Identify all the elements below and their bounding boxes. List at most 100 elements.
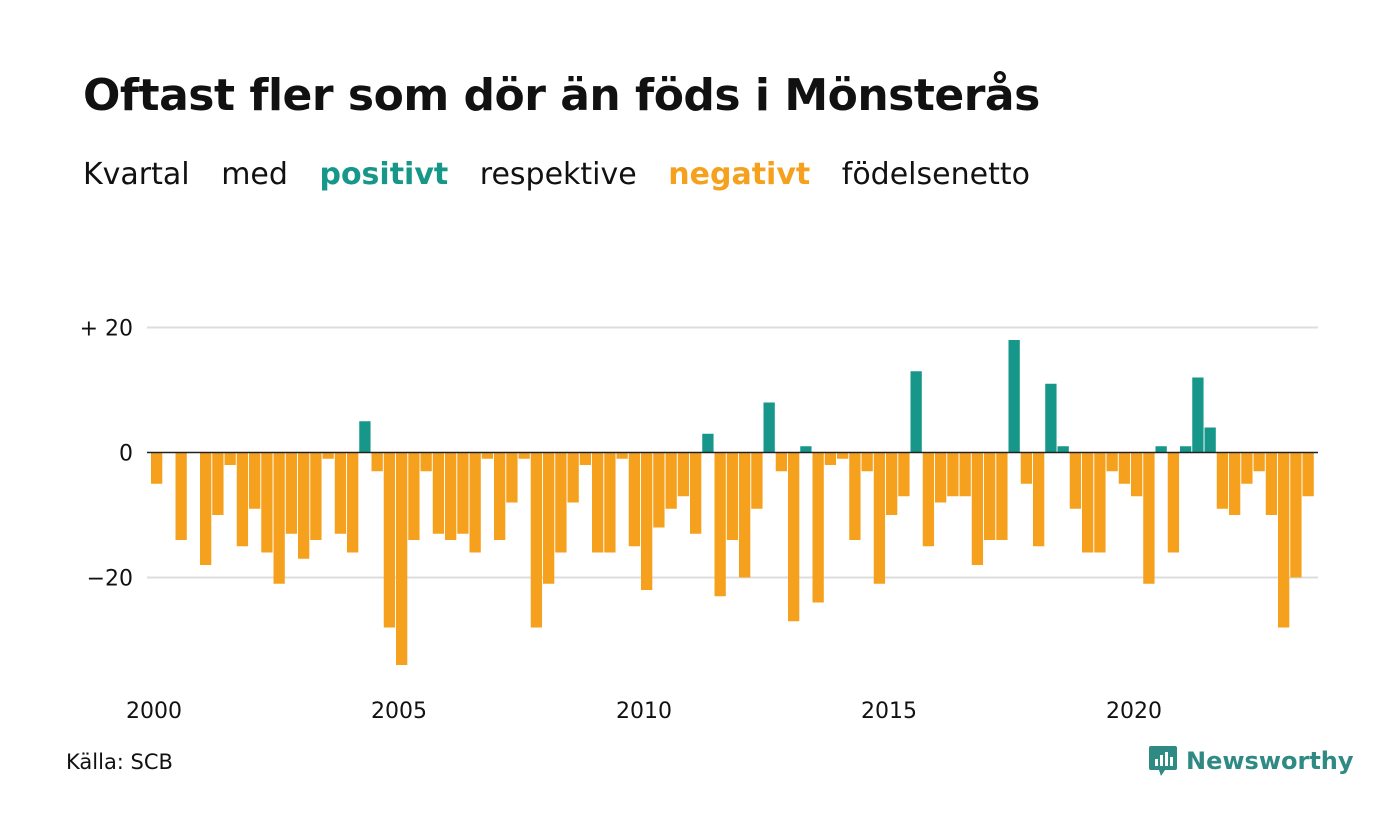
bar xyxy=(922,452,935,547)
bar xyxy=(224,452,236,465)
bar xyxy=(898,452,910,497)
bar xyxy=(1180,446,1192,453)
bar xyxy=(359,421,371,453)
bar xyxy=(788,452,800,622)
bar xyxy=(1118,452,1131,484)
bar xyxy=(469,452,481,553)
logo-text: Newsworthy xyxy=(1186,747,1354,775)
bar xyxy=(322,452,334,459)
bar xyxy=(1131,452,1143,497)
y-tick-label: + 20 xyxy=(80,317,133,342)
bar xyxy=(714,452,726,597)
bar xyxy=(420,452,432,472)
bar xyxy=(494,452,506,540)
bar xyxy=(1253,452,1265,472)
bar xyxy=(396,452,408,665)
bar xyxy=(579,452,592,465)
bar xyxy=(408,452,420,540)
x-tick-label: 2020 xyxy=(1106,699,1162,724)
bar xyxy=(151,452,163,484)
bar xyxy=(935,452,947,503)
y-tick-label: −20 xyxy=(87,567,133,592)
bar xyxy=(775,452,788,472)
newsworthy-logo: Newsworthy xyxy=(1148,744,1354,778)
subtitle-word-med: med xyxy=(221,157,288,192)
bar xyxy=(543,452,555,584)
bar xyxy=(824,452,837,465)
bar xyxy=(1094,452,1106,553)
bar xyxy=(1082,452,1094,553)
bar xyxy=(432,452,445,534)
bar xyxy=(445,452,457,540)
x-tick-label: 2010 xyxy=(616,699,672,724)
bar xyxy=(481,452,494,459)
bar xyxy=(555,452,567,553)
bar xyxy=(261,452,273,553)
bar xyxy=(690,452,702,534)
bar xyxy=(457,452,469,534)
bar xyxy=(1143,452,1155,584)
bar xyxy=(751,452,763,509)
bar xyxy=(1033,452,1045,547)
bar xyxy=(175,452,187,540)
bar xyxy=(200,452,212,565)
bar xyxy=(861,452,873,472)
y-tick-label: 0 xyxy=(119,442,133,467)
subtitle-positive-label: positivt xyxy=(319,157,449,192)
subtitle-negative-label: negativt xyxy=(668,157,811,192)
chart-bubble-icon xyxy=(1149,746,1177,776)
chart-subtitle: Kvartal med positivt respektive negativt… xyxy=(83,157,1052,192)
bar xyxy=(1057,446,1069,453)
subtitle-word-respektive: respektive xyxy=(479,157,637,192)
bar xyxy=(1265,452,1278,515)
bar xyxy=(212,452,224,515)
bar xyxy=(1216,452,1229,509)
bar xyxy=(702,433,714,453)
bar xyxy=(1229,452,1241,515)
source-note: Källa: SCB xyxy=(66,750,173,774)
bar xyxy=(1192,377,1204,453)
bar xyxy=(347,452,359,553)
bar xyxy=(616,452,628,459)
bar xyxy=(518,452,530,459)
bar xyxy=(1290,452,1302,578)
subtitle-word-fodelsenetto: födelsenetto xyxy=(841,157,1030,192)
bar xyxy=(910,371,922,453)
bar xyxy=(849,452,861,540)
x-tick-label: 2015 xyxy=(861,699,917,724)
bar xyxy=(812,452,824,603)
bar xyxy=(1204,427,1216,453)
x-tick-label: 2000 xyxy=(126,699,182,724)
bar xyxy=(665,452,677,509)
bar xyxy=(653,452,665,528)
bar xyxy=(1155,446,1167,453)
bar xyxy=(371,452,383,472)
x-tick-label: 2005 xyxy=(371,699,427,724)
bar xyxy=(971,452,984,565)
bar xyxy=(592,452,604,553)
bar xyxy=(947,452,959,497)
bar xyxy=(837,452,849,459)
bar xyxy=(641,452,653,590)
bar xyxy=(873,452,886,584)
bar xyxy=(285,452,298,534)
bar xyxy=(1069,452,1082,509)
chart-title: Oftast fler som dör än föds i Mönsterås xyxy=(83,70,1040,121)
bar xyxy=(1106,452,1118,472)
bar xyxy=(334,452,347,534)
bar xyxy=(1302,452,1314,497)
bar xyxy=(763,402,775,453)
bar xyxy=(984,452,996,540)
bar xyxy=(1241,452,1253,484)
bar xyxy=(530,452,543,628)
bar xyxy=(1008,340,1020,453)
bar xyxy=(628,452,641,547)
bar xyxy=(726,452,739,540)
bar xyxy=(383,452,396,628)
bar xyxy=(567,452,579,503)
subtitle-word-kvartal: Kvartal xyxy=(83,157,190,192)
bar xyxy=(1020,452,1033,484)
bar xyxy=(249,452,261,509)
bar xyxy=(959,452,971,497)
